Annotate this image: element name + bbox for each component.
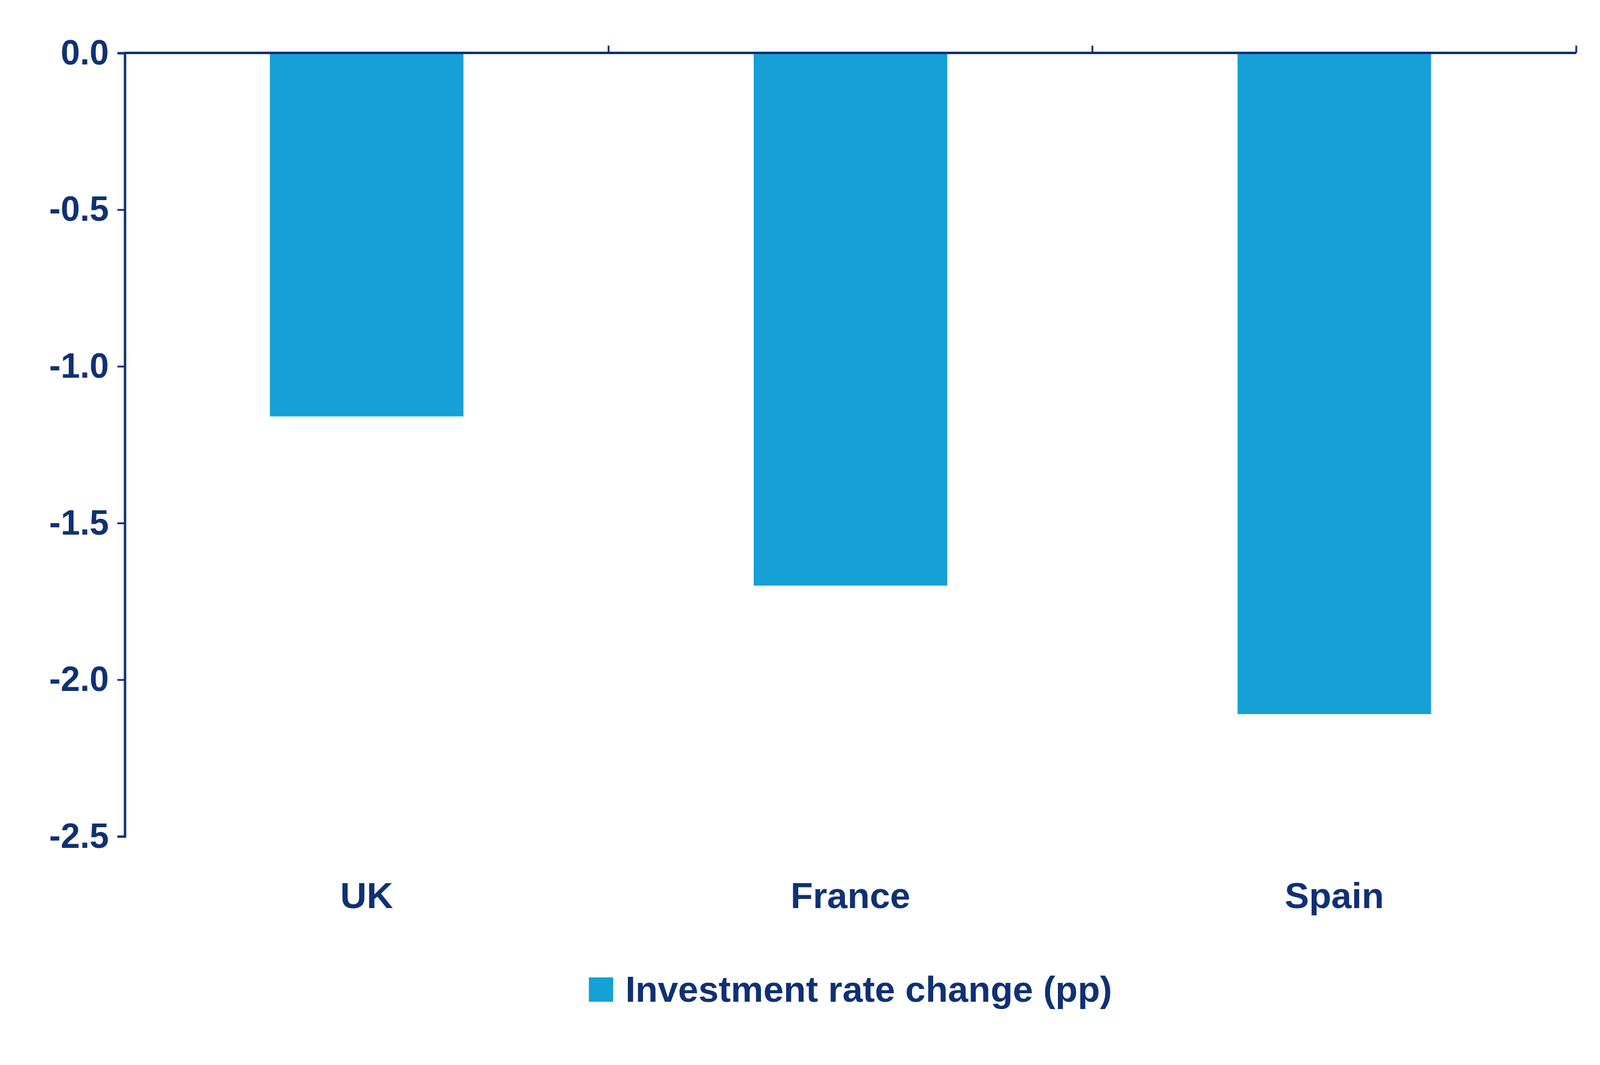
bar bbox=[753, 52, 948, 586]
y-tick-mark bbox=[117, 835, 125, 838]
x-axis-line bbox=[124, 51, 1577, 55]
y-tick-mark bbox=[117, 678, 125, 681]
x-tick-label: Spain bbox=[1284, 875, 1385, 917]
bars bbox=[270, 52, 1432, 715]
y-tick: -1.0 bbox=[49, 346, 125, 386]
bar bbox=[270, 52, 464, 417]
y-tick-label: -1.5 bbox=[49, 503, 109, 543]
plot: 0.0 -0.5 -1.0 -1.5 -2.0 -2.5 UK France Spain bbox=[49, 32, 1577, 917]
x-separator bbox=[1575, 45, 1578, 53]
x-separator bbox=[1091, 45, 1094, 53]
y-tick-label: -2.0 bbox=[49, 659, 109, 699]
legend-swatch bbox=[588, 977, 614, 1002]
y-tick-mark bbox=[117, 52, 125, 55]
y-tick-mark bbox=[117, 522, 125, 525]
y-tick-label: -0.5 bbox=[49, 189, 109, 229]
bar bbox=[1237, 52, 1431, 715]
y-tick: 0.0 bbox=[60, 32, 125, 72]
x-tick-label: France bbox=[790, 875, 911, 917]
y-tick-label: 0.0 bbox=[60, 32, 109, 72]
chart: 0.0 -0.5 -1.0 -1.5 -2.0 -2.5 UK France Spain Inve… bbox=[0, 0, 1600, 1065]
y-axis: 0.0 -0.5 -1.0 -1.5 -2.0 -2.5 bbox=[49, 32, 126, 856]
legend-item: Investment rate change (pp) bbox=[588, 969, 1113, 1010]
y-tick-mark bbox=[117, 209, 125, 212]
y-tick-label: -1.0 bbox=[49, 346, 109, 386]
legend: Investment rate change (pp) bbox=[588, 969, 1113, 1010]
y-tick: -2.0 bbox=[49, 659, 125, 699]
x-tick-label: UK bbox=[340, 875, 394, 917]
y-tick: -0.5 bbox=[49, 189, 125, 229]
y-tick: -2.5 bbox=[49, 816, 125, 856]
y-tick-label: -2.5 bbox=[49, 816, 109, 856]
y-tick-mark bbox=[117, 365, 125, 368]
y-tick: -1.5 bbox=[49, 503, 125, 543]
x-separator bbox=[607, 45, 610, 53]
legend-label: Investment rate change (pp) bbox=[625, 969, 1113, 1010]
y-axis-line bbox=[117, 53, 126, 838]
